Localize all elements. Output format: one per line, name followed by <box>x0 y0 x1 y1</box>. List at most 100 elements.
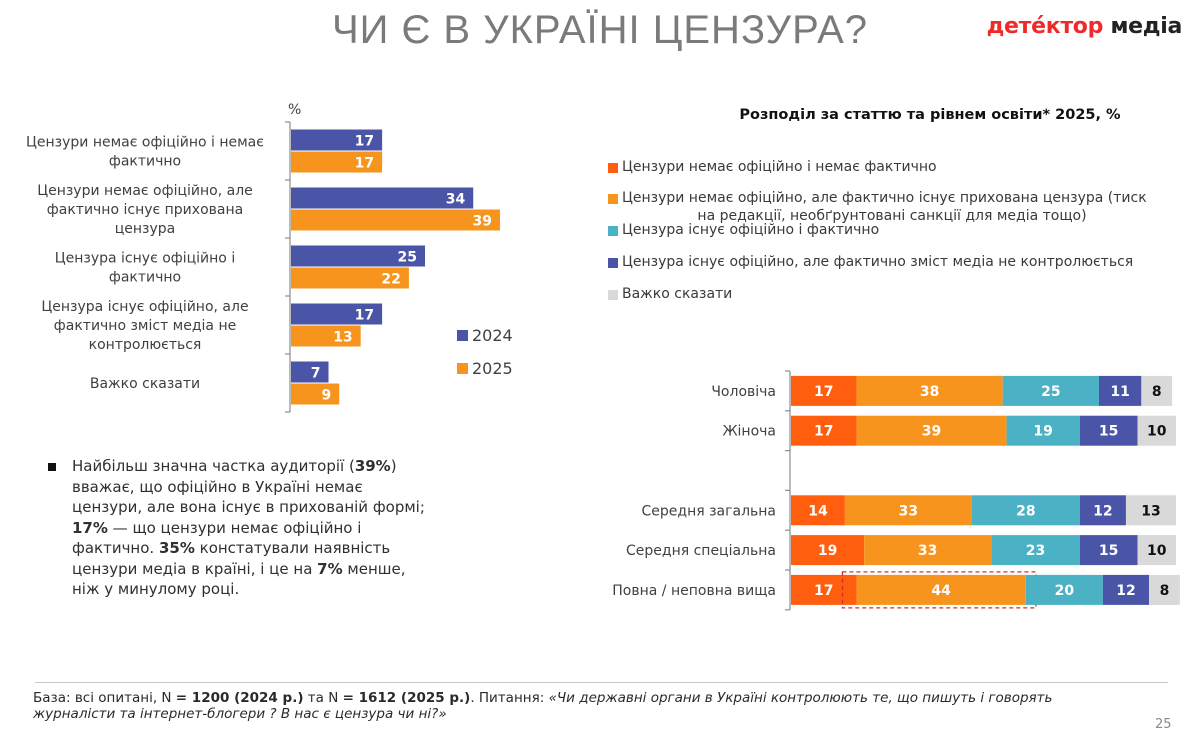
stacked-segment <box>1002 375 1099 406</box>
highlight-value: 17% <box>72 518 108 537</box>
segment-value-label: 12 <box>1116 583 1135 599</box>
segment-value-label: 20 <box>1055 583 1075 599</box>
segment-value-label: 23 <box>1026 543 1045 559</box>
summary-text: Найбільш значна частка аудиторії (39%) в… <box>72 456 428 600</box>
legend-swatch <box>608 258 618 268</box>
segment-value-label: 10 <box>1147 543 1167 559</box>
segment-value-label: 12 <box>1093 503 1112 519</box>
legend-swatch <box>608 290 618 300</box>
charts-canvas: % Цензури немає офіційно і немає фактично 1… <box>26 102 1180 611</box>
footer-note: База: всі опитані, N = 1200 (2024 р.) та… <box>33 690 1133 722</box>
segment-value-label: 28 <box>1016 503 1035 519</box>
category-label: Чоловіча <box>711 384 776 400</box>
slide-title: ЧИ Є В УКРАЇНІ ЦЕНЗУРА? <box>331 8 868 52</box>
stacked-segment <box>856 375 1003 406</box>
bar-2025 <box>291 325 361 347</box>
legend-label-2025: 2025 <box>472 359 513 378</box>
stacked-segment <box>856 415 1007 446</box>
legend-label: Цензури немає офіційно, але фактично існ… <box>622 190 1147 206</box>
bar-2024 <box>291 245 425 267</box>
stacked-segment <box>791 574 857 605</box>
category-label-line: фактично зміст медіа не <box>54 318 236 334</box>
stacked-segment <box>1099 375 1142 406</box>
segment-value-label: 33 <box>918 543 937 559</box>
segment-value-label: 19 <box>1033 424 1052 440</box>
stacked-segment <box>991 535 1080 566</box>
bar-value-label: 9 <box>321 388 331 404</box>
legend-swatch <box>608 163 618 173</box>
legend-item: Цензури немає офіційно і немає фактично <box>608 158 1162 176</box>
stacked-segment <box>864 535 992 566</box>
legend-label: Цензура існує офіційно і фактично <box>622 222 880 238</box>
legend-label: Цензура існує офіційно, але фактично змі… <box>622 254 1134 270</box>
bar-2024 <box>291 129 383 151</box>
footer-fragment: та N <box>303 690 343 706</box>
stacked-segment <box>1079 415 1138 446</box>
segment-value-label: 33 <box>899 503 918 519</box>
summary-fragment: ) вважає, що офіційно в Україні немає це… <box>72 457 425 516</box>
summary-note: Найбільш значна частка аудиторії (39%) в… <box>48 456 428 600</box>
bar-value-label: 13 <box>333 330 352 346</box>
legend-item: Цензура існує офіційно, але фактично змі… <box>608 253 1162 271</box>
highlight-value: 35% <box>158 539 195 557</box>
legend-label: Цензури немає офіційно і немає фактично <box>622 159 937 175</box>
logo-part-detector: детéктор <box>986 14 1104 39</box>
legend-item: Цензури немає офіційно, але фактично існ… <box>608 189 1162 225</box>
segment-value-label: 17 <box>814 384 833 400</box>
bar-2025 <box>291 267 409 289</box>
stacked-segment <box>1137 535 1176 566</box>
stacked-segment <box>791 375 857 406</box>
legend-label: Важко сказати <box>622 286 733 302</box>
segment-value-label: 8 <box>1160 583 1170 599</box>
summary-fragment: — що цензури немає офіційно і фактично. <box>72 518 362 558</box>
bullet-icon <box>48 463 56 471</box>
segment-value-label: 38 <box>920 384 939 400</box>
stacked-segment <box>1125 495 1176 526</box>
category-label: Жіноча <box>722 424 776 440</box>
stacked-segment <box>791 495 845 526</box>
bar-value-label: 22 <box>381 272 400 288</box>
footer-fragment: = 1612 (2025 р.) <box>342 690 471 706</box>
bar-value-label: 7 <box>311 366 321 382</box>
category-label: Цензура існує офіційно і фактично <box>55 251 235 286</box>
category-label: Середня спеціальна <box>626 543 776 559</box>
stacked-segment <box>844 495 972 526</box>
legend-swatch-2024 <box>457 330 468 341</box>
survey-question: «Чи державні органи в Україні контролюют… <box>33 690 1053 722</box>
bar-2025 <box>291 209 501 231</box>
footer-fragment: = 1200 (2024 р.) <box>175 690 304 706</box>
category-label-line: Цензура існує офіційно, але <box>41 299 248 315</box>
segment-value-label: 13 <box>1141 503 1160 519</box>
brand-logo: детéктор медіа <box>986 14 1183 39</box>
footer-fragment: База: всі опитані, N <box>33 690 176 706</box>
stacked-segment <box>1137 415 1176 446</box>
legend-item: Важко сказати <box>608 285 1162 303</box>
segment-value-label: 19 <box>818 543 837 559</box>
chart-stacked-distribution: Чоловіча 17 38 25 11 8 Жіноча 17 39 19 15 10 Середня… <box>612 370 1180 611</box>
stacked-segment <box>1102 574 1150 605</box>
legend-label-continued: на редакції, необґрунтовані санкції для … <box>697 208 1087 224</box>
stacked-segment <box>1079 495 1126 526</box>
segment-value-label: 8 <box>1152 384 1162 400</box>
category-label: Цензури немає офіційно, але фактично існу… <box>37 183 253 237</box>
bar-2024 <box>291 303 383 325</box>
stacked-segment <box>971 495 1080 526</box>
category-label: Важко сказати <box>90 376 200 392</box>
bar-value-label: 17 <box>355 156 374 172</box>
segment-value-label: 17 <box>814 583 833 599</box>
bar-value-label: 39 <box>473 214 492 230</box>
segment-value-label: 14 <box>808 503 828 519</box>
bar-2024 <box>291 361 329 383</box>
category-label: Цензура існує офіційно, але фактично зміс… <box>41 299 248 353</box>
segment-value-label: 39 <box>922 424 941 440</box>
bar-2025 <box>291 151 383 173</box>
bar-value-label: 17 <box>355 134 374 150</box>
highlight-value: 39% <box>354 457 391 475</box>
category-label-line: Цензури немає офіційно, але <box>37 183 253 199</box>
summary-fragment: Найбільш значна частка аудиторії ( <box>72 457 355 475</box>
segment-value-label: 15 <box>1099 543 1118 559</box>
category-label: Цензури немає офіційно і немає фактично <box>26 135 264 170</box>
summary-fragment: констатували наявність цензури медіа в к… <box>72 539 391 578</box>
footer-fragment: . Питання: <box>470 690 549 706</box>
stacked-segment <box>791 535 865 566</box>
